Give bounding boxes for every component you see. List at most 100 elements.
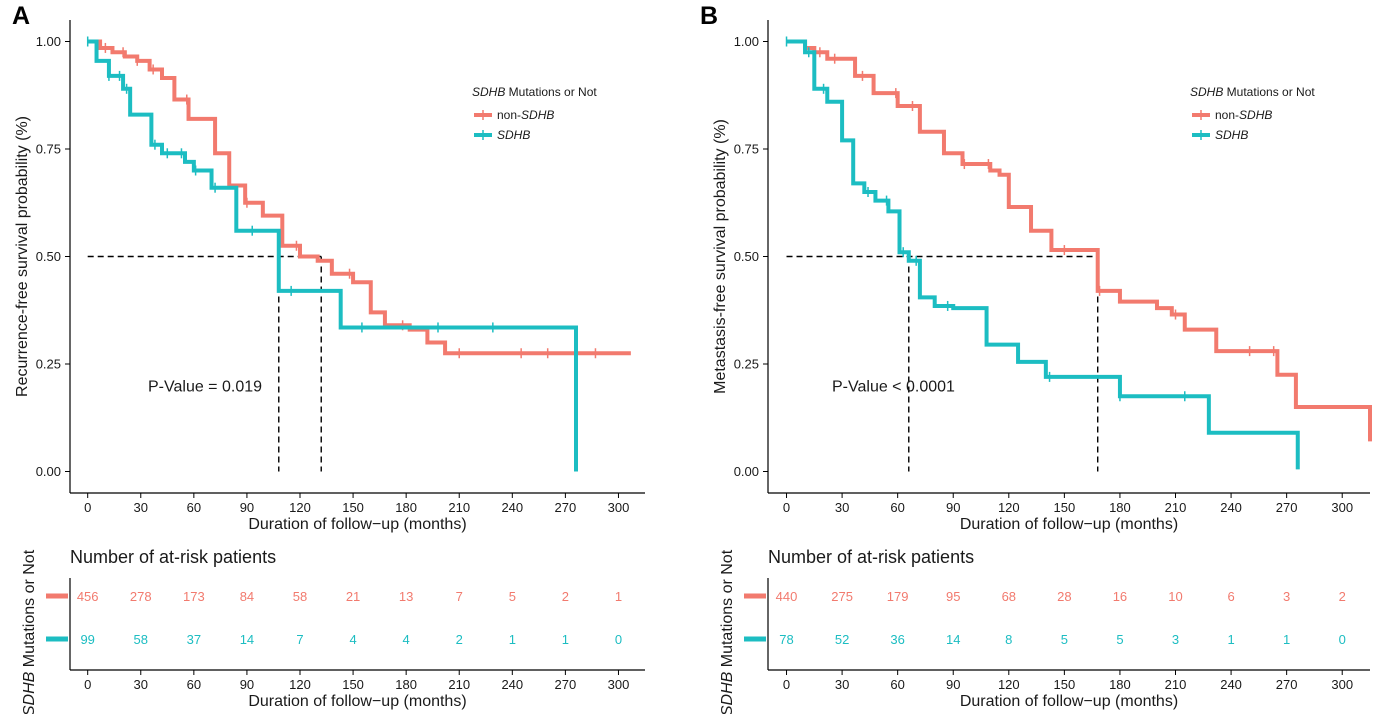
risk-x-tick-label: 90 <box>946 677 960 692</box>
risk-count-non-sdhb: 68 <box>1002 589 1016 604</box>
legend-title-italic: SDHB <box>1190 85 1223 99</box>
x-tick-label: 60 <box>187 500 201 515</box>
y-tick-label: 0.25 <box>36 357 61 372</box>
x-tick-label: 210 <box>448 500 470 515</box>
legend-label-non-sdhb: non-SDHB <box>1215 108 1272 122</box>
x-tick-label: 240 <box>501 500 523 515</box>
risk-count-non-sdhb: 95 <box>946 589 960 604</box>
risk-x-tick-label: 180 <box>395 677 417 692</box>
x-axis-title: Duration of follow−up (months) <box>248 516 466 533</box>
risk-count-sdhb: 1 <box>509 632 516 647</box>
x-tick-label: 150 <box>1054 500 1076 515</box>
risk-count-sdhb: 52 <box>835 632 849 647</box>
y-tick-label: 1.00 <box>734 34 759 49</box>
x-tick-label: 210 <box>1165 500 1187 515</box>
legend-title-rest: Mutations or Not <box>505 85 597 99</box>
risk-x-tick-label: 240 <box>501 677 523 692</box>
risk-x-tick-label: 0 <box>84 677 91 692</box>
risk-x-axis-title: Duration of follow−up (months) <box>248 693 466 710</box>
y-tick-label: 0.00 <box>734 464 759 479</box>
risk-x-tick-label: 0 <box>783 677 790 692</box>
risk-table: Number of at-risk patients 456 278 173 84 58 2… <box>21 547 645 714</box>
x-tick-label: 180 <box>1109 500 1131 515</box>
p-value-label: P-Value < 0.0001 <box>832 379 955 396</box>
risk-count-sdhb: 1 <box>1283 632 1290 647</box>
panel-letter: B <box>700 2 718 30</box>
x-tick-label: 240 <box>1220 500 1242 515</box>
survival-curve-non-sdhb <box>786 39 1372 442</box>
x-tick-label: 120 <box>998 500 1020 515</box>
risk-x-tick-label: 210 <box>448 677 470 692</box>
legend-title: SDHB Mutations or Not <box>472 85 597 99</box>
panel-b: B0.000.250.500.751.000 30 60 90 120 150 180 210… <box>700 2 1372 714</box>
panel-a: A0.000.250.500.751.000 30 60 90 120 150 180 210… <box>12 2 645 714</box>
risk-count-non-sdhb: 173 <box>183 589 205 604</box>
risk-count-sdhb: 36 <box>890 632 904 647</box>
risk-y-title-italic: SDHB <box>719 671 736 714</box>
legend-label-italic: SDHB <box>1239 108 1272 122</box>
x-tick-label: 90 <box>240 500 254 515</box>
risk-count-non-sdhb: 58 <box>293 589 307 604</box>
legend-title-rest: Mutations or Not <box>1223 85 1315 99</box>
risk-count-non-sdhb: 16 <box>1113 589 1127 604</box>
x-tick-label: 90 <box>946 500 960 515</box>
x-tick-label: 300 <box>1331 500 1353 515</box>
risk-count-sdhb: 99 <box>80 632 94 647</box>
risk-count-non-sdhb: 10 <box>1168 589 1182 604</box>
panel-letter: A <box>12 2 30 30</box>
p-value-label: P-Value = 0.019 <box>148 379 262 396</box>
risk-count-non-sdhb: 278 <box>130 589 152 604</box>
legend-label-italic: SDHB <box>497 128 530 142</box>
risk-count-sdhb: 1 <box>562 632 569 647</box>
risk-x-tick-label: 60 <box>187 677 201 692</box>
y-tick-label: 0.50 <box>36 249 61 264</box>
risk-count-non-sdhb: 13 <box>399 589 413 604</box>
risk-count-non-sdhb: 6 <box>1227 589 1234 604</box>
risk-table-title: Number of at-risk patients <box>768 547 974 567</box>
risk-y-axis-title: SDHB Mutations or Not <box>21 549 38 714</box>
risk-count-sdhb: 7 <box>296 632 303 647</box>
survival-curve-sdhb <box>87 39 578 472</box>
risk-count-non-sdhb: 7 <box>456 589 463 604</box>
risk-y-title-rest: Mutations or Not <box>21 549 38 671</box>
risk-count-non-sdhb: 84 <box>240 589 254 604</box>
risk-table-title: Number of at-risk patients <box>70 547 276 567</box>
risk-x-tick-label: 240 <box>1220 677 1242 692</box>
risk-x-tick-label: 180 <box>1109 677 1131 692</box>
x-tick-label: 270 <box>1276 500 1298 515</box>
risk-count-sdhb: 58 <box>134 632 148 647</box>
risk-count-sdhb: 14 <box>240 632 254 647</box>
risk-count-non-sdhb: 5 <box>509 589 516 604</box>
risk-count-sdhb: 0 <box>1339 632 1346 647</box>
risk-x-tick-label: 150 <box>342 677 364 692</box>
risk-count-non-sdhb: 179 <box>887 589 909 604</box>
risk-count-sdhb: 4 <box>403 632 410 647</box>
risk-count-non-sdhb: 3 <box>1283 589 1290 604</box>
risk-x-tick-label: 30 <box>835 677 849 692</box>
x-tick-label: 30 <box>134 500 148 515</box>
legend-label-non-sdhb: non-SDHB <box>497 108 554 122</box>
risk-count-non-sdhb: 440 <box>776 589 798 604</box>
risk-x-tick-label: 270 <box>1276 677 1298 692</box>
risk-count-non-sdhb: 2 <box>562 589 569 604</box>
x-tick-label: 0 <box>84 500 91 515</box>
legend-label-prefix: non- <box>1215 108 1239 122</box>
risk-count-sdhb: 4 <box>349 632 356 647</box>
legend-label-sdhb: SDHB <box>1215 128 1248 142</box>
risk-y-title-rest: Mutations or Not <box>719 549 736 671</box>
risk-count-sdhb: 14 <box>946 632 960 647</box>
risk-count-sdhb: 8 <box>1005 632 1012 647</box>
risk-count-non-sdhb: 456 <box>77 589 99 604</box>
legend-label-prefix: non- <box>497 108 521 122</box>
y-tick-label: 0.25 <box>734 357 759 372</box>
legend-label-italic: SDHB <box>521 108 554 122</box>
risk-x-tick-label: 60 <box>890 677 904 692</box>
x-tick-label: 300 <box>608 500 630 515</box>
risk-x-tick-label: 270 <box>555 677 577 692</box>
risk-x-tick-label: 300 <box>608 677 630 692</box>
risk-count-sdhb: 0 <box>615 632 622 647</box>
risk-y-axis-title: SDHB Mutations or Not <box>719 549 736 714</box>
